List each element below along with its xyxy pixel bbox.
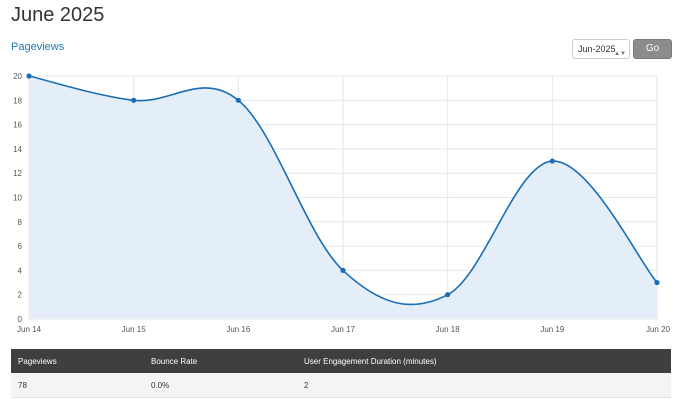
y-tick-label: 18 — [13, 96, 22, 105]
cell-pageviews: 78 — [11, 373, 144, 398]
cell-bounce-rate: 0.0% — [144, 373, 297, 398]
x-axis: Jun 14 Jun 15 Jun 16 Jun 17 Jun 18 Jun 19 Jun … — [17, 325, 671, 334]
data-point — [549, 158, 555, 164]
stats-table: Pageviews Bounce Rate User Engagement Du… — [11, 349, 671, 398]
month-select-value: Jun-2025 — [578, 44, 616, 54]
table-row: 78 0.0% 2 — [11, 373, 671, 398]
y-tick-label: 14 — [13, 145, 22, 154]
x-tick-label: Jun 19 — [540, 325, 565, 334]
y-axis: 0 2 4 6 8 10 12 14 16 18 20 — [13, 72, 22, 324]
column-header-engagement-duration: User Engagement Duration (minutes) — [297, 349, 671, 373]
month-select[interactable]: Jun-2025 ▲▼ — [572, 39, 630, 59]
y-tick-label: 6 — [18, 242, 23, 251]
data-point — [235, 97, 241, 103]
pageviews-link[interactable]: Pageviews — [11, 41, 65, 53]
y-tick-label: 20 — [13, 72, 22, 81]
data-point — [654, 279, 660, 286]
y-tick-label: 0 — [18, 315, 23, 324]
data-point — [445, 292, 451, 298]
y-tick-label: 10 — [13, 194, 22, 203]
data-point — [26, 73, 32, 79]
go-button[interactable]: Go — [633, 39, 672, 59]
data-point — [340, 267, 346, 273]
chart-points — [26, 73, 660, 298]
x-tick-label: Jun 15 — [122, 325, 147, 334]
cell-engagement-duration: 2 — [297, 373, 671, 398]
x-tick-label: Jun 18 — [436, 325, 461, 334]
chevron-down-icon: ▲▼ — [614, 51, 626, 57]
y-tick-label: 4 — [18, 266, 23, 275]
y-tick-label: 12 — [13, 169, 22, 178]
column-header-bounce-rate: Bounce Rate — [144, 349, 297, 373]
x-tick-label: Jun 16 — [226, 325, 251, 334]
y-tick-label: 2 — [18, 291, 23, 300]
y-tick-label: 8 — [18, 218, 23, 227]
data-point — [131, 97, 137, 103]
x-tick-label: Jun 20 — [646, 325, 671, 334]
column-header-pageviews: Pageviews — [11, 349, 144, 373]
x-tick-label: Jun 14 — [17, 325, 42, 334]
y-tick-label: 16 — [13, 121, 22, 130]
x-tick-label: Jun 17 — [331, 325, 356, 334]
table-header-row: Pageviews Bounce Rate User Engagement Du… — [11, 349, 671, 373]
area-fill — [29, 76, 657, 319]
page-title: June 2025 — [11, 4, 105, 26]
